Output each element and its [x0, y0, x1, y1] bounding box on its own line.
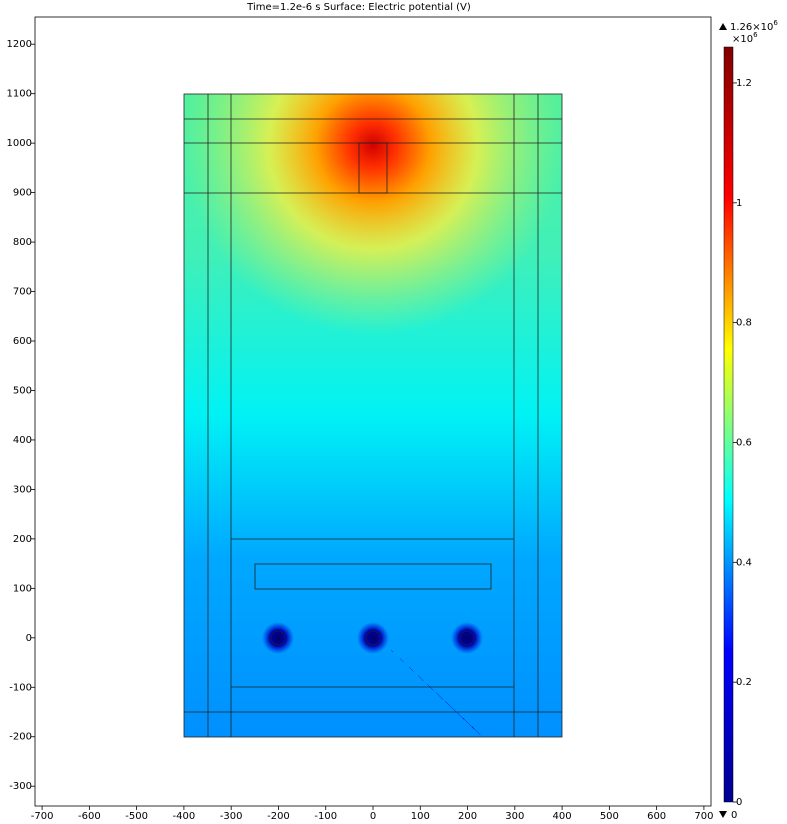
y-tick-label: -100 [9, 682, 32, 693]
y-tick-label: 900 [13, 188, 32, 199]
y-tick-label: 600 [13, 336, 32, 347]
max-marker [719, 23, 727, 30]
y-tick-label: 200 [13, 534, 32, 545]
x-tick-label: 700 [694, 811, 713, 822]
y-tick-label: 1200 [7, 39, 32, 50]
x-tick-label: -700 [31, 811, 54, 822]
y-tick-label: 500 [13, 385, 32, 396]
colorbar-min: 0 [731, 810, 737, 821]
x-tick-label: -400 [173, 811, 196, 822]
x-tick-label: 500 [600, 811, 619, 822]
field [184, 94, 562, 737]
x-tick-label: -600 [78, 811, 101, 822]
x-tick-label: 100 [411, 811, 430, 822]
colorbar-multiplier: ×106 [732, 31, 758, 45]
geometry [183, 93, 563, 738]
y-tick-label: 1000 [7, 138, 32, 149]
chart-title: Time=1.2e-6 s Surface: Electric potentia… [246, 2, 471, 13]
colorbar-max: 1.26×106 [730, 19, 778, 33]
colorbar-max-label: 1.26×10 [730, 22, 773, 33]
y-tick-label: 0 [26, 633, 32, 644]
multiplier-label: ×10 [732, 34, 753, 45]
colorbar-max-exp: 6 [773, 19, 778, 27]
colorbar-tick-label: 1 [736, 198, 742, 209]
multiplier-exp: 6 [753, 31, 758, 39]
y-tick-label: 300 [13, 484, 32, 495]
y-tick-label: 800 [13, 237, 32, 248]
colorbar-tick-label: 0.4 [736, 557, 752, 568]
x-tick-label: 400 [553, 811, 572, 822]
x-tick-label: 200 [458, 811, 477, 822]
colorbar-tick-label: 1.2 [736, 78, 752, 89]
y-tick-label: -200 [9, 732, 32, 743]
colorbar-tick-label: 0.8 [736, 318, 752, 329]
x-tick-label: 300 [505, 811, 524, 822]
y-tick-label: 1100 [7, 89, 32, 100]
colorbar-tick-label: 0 [736, 797, 742, 808]
x-tick-label: -200 [267, 811, 290, 822]
colorbar [723, 46, 734, 803]
y-tick-label: 700 [13, 287, 32, 298]
y-tick-label: 100 [13, 583, 32, 594]
x-tick-label: 600 [647, 811, 666, 822]
x-tick-label: -100 [314, 811, 337, 822]
y-tick-label: 400 [13, 435, 32, 446]
y-tick-label: -300 [9, 781, 32, 792]
min-marker [719, 811, 727, 818]
colorbar-tick-label: 0.6 [736, 437, 752, 448]
x-tick-label: -500 [125, 811, 148, 822]
x-tick-label: -300 [220, 811, 243, 822]
colorbar-tick-label: 0.2 [736, 677, 752, 688]
x-tick-label: 0 [370, 811, 376, 822]
